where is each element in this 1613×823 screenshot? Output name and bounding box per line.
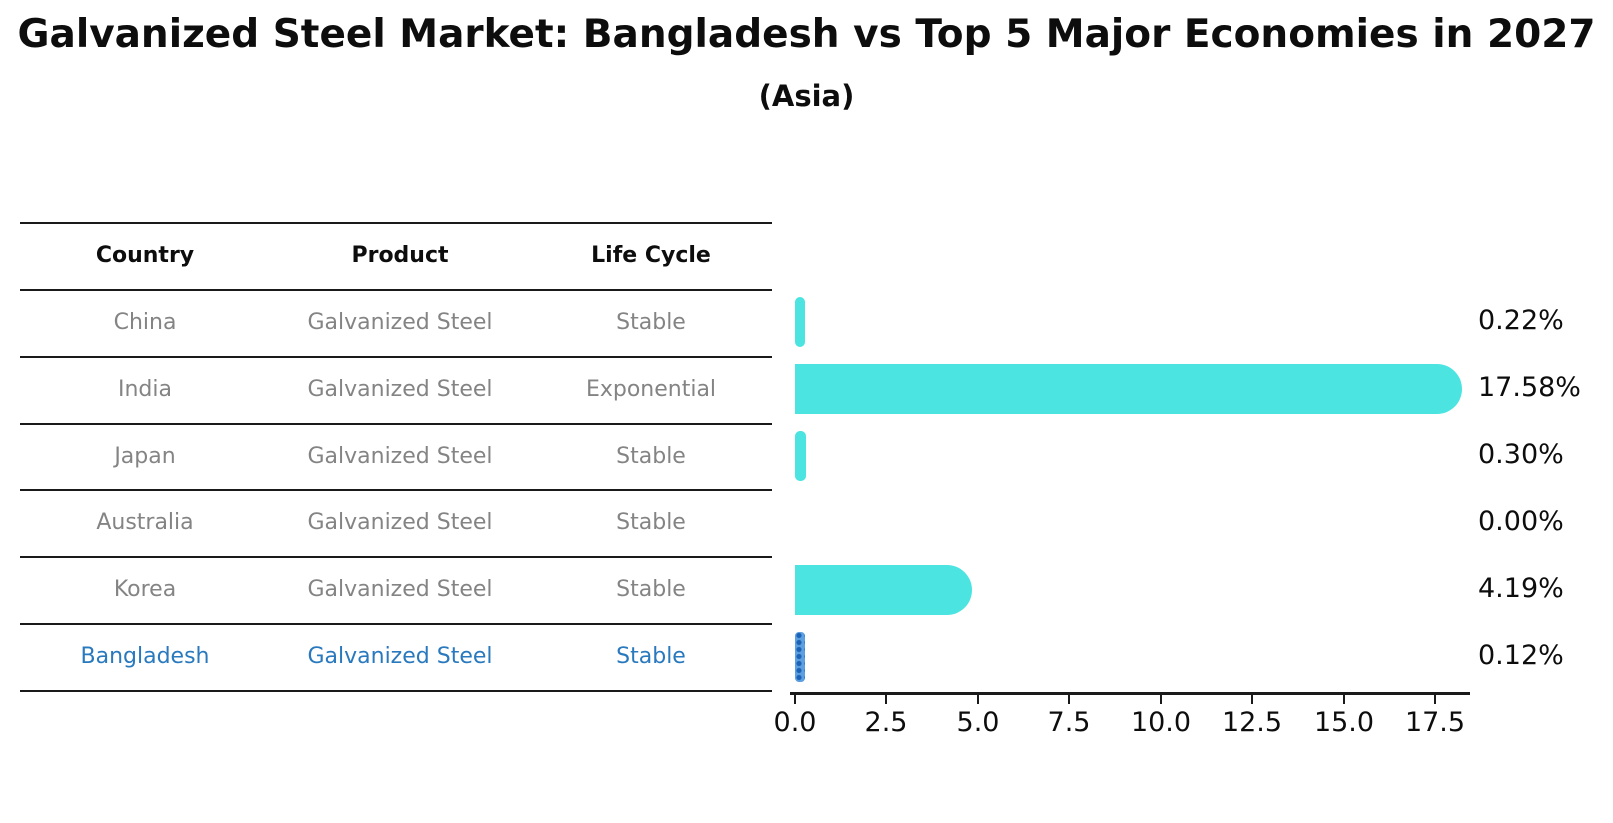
table-row: Australia Galvanized Steel Stable [20,489,772,556]
table-rule [20,623,772,625]
page-subtitle: (Asia) [758,79,855,113]
x-tick-mark [885,695,887,704]
table-rule [20,556,772,558]
bar-japan [795,430,806,481]
column-header-life-cycle: Life Cycle [591,243,711,268]
table-cell-product: Galvanized Steel [307,577,493,603]
x-tick-label: 2.5 [864,707,908,738]
x-tick-label: 5.0 [956,707,1000,738]
x-tick-mark [1160,695,1162,704]
x-tick-mark [977,695,979,704]
x-tick-mark [1434,695,1436,704]
value-label-india: 17.58% [1478,372,1581,404]
table-cell-product: Galvanized Steel [307,309,493,335]
bar-korea [795,564,972,615]
table-cell-life-cycle: Stable [616,577,686,603]
x-tick-mark [1343,695,1345,704]
value-label-japan: 0.30% [1478,438,1564,470]
bar-bangladesh [795,631,805,682]
value-label-australia: 0.00% [1478,505,1564,537]
table-row: Bangladesh Galvanized Steel Stable [20,623,772,690]
table-rule [20,356,772,358]
table-cell-life-cycle: Stable [616,644,686,670]
table-cell-country: Japan [114,443,176,469]
table-cell-country: India [118,376,172,402]
table-cell-country: Korea [113,577,177,603]
table-cell-product: Galvanized Steel [307,443,493,469]
table-cell-product: Galvanized Steel [307,644,493,670]
table-row: China Galvanized Steel Stable [20,289,772,356]
column-header-country: Country [95,243,195,268]
value-label-korea: 4.19% [1478,572,1564,604]
x-tick-label: 0.0 [773,707,817,738]
x-tick-mark [1068,695,1070,704]
table-rule [20,289,772,291]
table-cell-product: Galvanized Steel [307,510,493,536]
value-label-china: 0.22% [1478,305,1564,337]
x-axis-line [790,692,1470,695]
x-tick-label: 7.5 [1047,707,1091,738]
table-cell-country: Bangladesh [80,644,210,670]
table-cell-life-cycle: Stable [616,443,686,469]
table-row: India Galvanized Steel Exponential [20,356,772,423]
table-row: Japan Galvanized Steel Stable [20,423,772,490]
x-tick-mark [794,695,796,704]
table-row: Korea Galvanized Steel Stable [20,556,772,623]
x-tick-label: 15.0 [1313,707,1375,738]
value-label-bangladesh: 0.12% [1478,639,1564,671]
table-cell-product: Galvanized Steel [307,376,493,402]
table-cell-life-cycle: Stable [616,510,686,536]
bar-india [795,364,1462,415]
page-title: Galvanized Steel Market: Bangladesh vs T… [17,12,1596,57]
x-tick-label: 17.5 [1404,707,1466,738]
x-tick-mark [1251,695,1253,704]
x-tick-label: 10.0 [1130,707,1192,738]
table-cell-life-cycle: Exponential [585,376,717,402]
table-header-row: Country Product Life Cycle [20,222,772,289]
table-rule [20,423,772,425]
table-rule [20,222,772,224]
x-tick-label: 12.5 [1221,707,1283,738]
table-rule [20,489,772,491]
table-cell-country: Australia [96,510,194,536]
table-cell-country: China [113,309,177,335]
table-cell-life-cycle: Stable [616,309,686,335]
table-rule [20,690,772,692]
bar-china [795,297,805,348]
column-header-product: Product [351,243,449,268]
